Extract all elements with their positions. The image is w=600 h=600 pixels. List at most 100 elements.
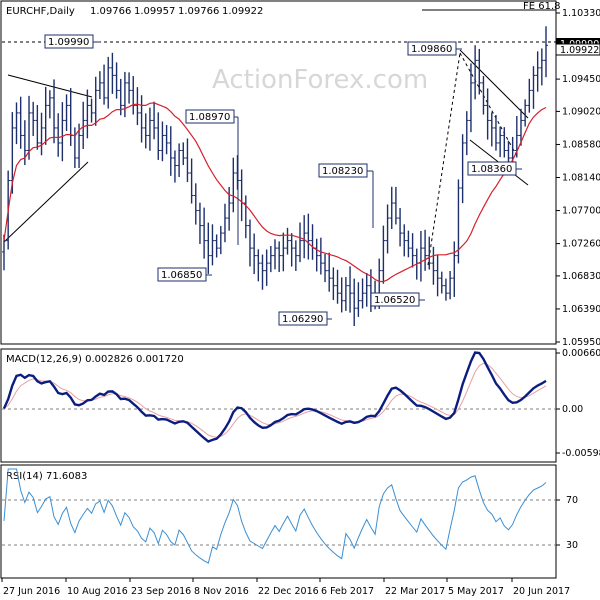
price-tick-label: 1.06830 (562, 271, 600, 282)
annotation-label: 1.06850 (161, 270, 202, 281)
price-bar (102, 64, 107, 105)
price-bar (77, 123, 82, 168)
price-bar (402, 224, 407, 257)
price-bar (527, 78, 532, 113)
price-bar (97, 71, 102, 99)
x-tick-label: 27 Jun 2016 (3, 586, 60, 597)
price-bar (481, 76, 486, 115)
price-bar (277, 241, 282, 273)
price-bar (168, 126, 173, 176)
price-tick-label: 1.09450 (562, 74, 600, 85)
price-bar (468, 63, 473, 133)
annotation-label: 1.06290 (282, 314, 323, 325)
price-bar (285, 227, 290, 255)
price-bar (185, 138, 190, 182)
price-bar (252, 233, 257, 275)
price-bar (181, 142, 186, 166)
price-bar (523, 99, 528, 127)
price-bar (56, 113, 61, 157)
price-bar (331, 267, 336, 301)
annotation-1-06520: 1.06520 (370, 292, 425, 307)
price-bar (318, 237, 323, 275)
price-bar (273, 239, 277, 270)
price-bar (156, 112, 161, 160)
macd-tick-label: 0.00 (562, 404, 583, 415)
price-tick-label: 1.05950 (562, 337, 600, 348)
price-bar (348, 266, 353, 313)
rsi-tick-label: 30 (566, 540, 578, 551)
annotation-1-06290: 1.06290 (278, 311, 332, 326)
price-bar (143, 113, 148, 149)
price-bar (43, 86, 48, 145)
ohlc-low: 1.09766 (178, 6, 219, 17)
price-bar (443, 278, 448, 301)
price-bar (89, 98, 94, 123)
price-bar (323, 253, 328, 283)
price-bar (147, 107, 152, 151)
channel-upper-left (7, 74, 93, 98)
ohlc-close: 1.09922 (222, 6, 263, 17)
price-bar (360, 278, 365, 309)
fib-dotted-2 (459, 52, 519, 159)
rsi-axis: 70 30 (556, 495, 578, 551)
symbol-label: EURCHF,Daily (6, 6, 75, 17)
macd-title: MACD(12,26,9) 0.002826 0.001720 (6, 354, 184, 365)
price-bar (381, 225, 386, 284)
price-bar (389, 186, 394, 229)
price-bar (114, 62, 119, 99)
macd-signal-line (3, 362, 547, 438)
price-bar (448, 270, 453, 300)
price-bar (327, 252, 332, 292)
annotation-1-08360: 1.08360 (467, 161, 522, 176)
x-tick-label: 20 Jun 2017 (513, 586, 570, 597)
price-tick-label: 1.07700 (562, 206, 600, 217)
price-bar (477, 48, 482, 95)
price-bar (139, 95, 144, 143)
price-bar (260, 254, 265, 290)
macd-tick-label: 0.006605 (562, 348, 600, 359)
price-bar (10, 112, 15, 194)
price-axis: 1.10330 1.09450 1.09020 1.08580 1.08140 1.077… (556, 8, 600, 348)
price-bar (193, 183, 198, 225)
price-bar (393, 186, 398, 225)
annotation-1-08970: 1.08970 (185, 109, 239, 245)
x-axis: 27 Jun 2016 10 Aug 2016 23 Sep 2016 8 Nov 2… (1, 578, 570, 597)
price-bar (531, 66, 536, 109)
price-bar (473, 45, 478, 100)
price-bar (172, 150, 177, 183)
price-tick-label: 1.08580 (562, 139, 600, 150)
annotation-label: 1.08230 (322, 166, 363, 177)
price-bar (256, 249, 261, 282)
price-bar (202, 207, 207, 259)
macd-main-line (2, 351, 547, 443)
price-bar (302, 215, 307, 259)
price-bar (206, 222, 211, 274)
x-tick-label: 6 Feb 2017 (321, 586, 374, 597)
annotation-label: 1.06520 (374, 295, 415, 306)
current-price-close: 1.09922 (560, 45, 599, 56)
price-bar (47, 90, 52, 119)
price-bar (268, 246, 273, 273)
price-bar (122, 71, 127, 118)
price-bar (464, 111, 469, 156)
price-bar (343, 276, 348, 311)
macd-tick-label: -0.005988 (562, 448, 600, 459)
annotation-1-09990: 1.09990 (44, 34, 100, 49)
price-bar (214, 234, 219, 258)
price-bar (135, 87, 140, 126)
price-bar (498, 126, 503, 158)
price-bar (356, 282, 361, 317)
price-bar (535, 51, 540, 92)
current-price-marker: 1.09990 1.09922 (555, 38, 600, 56)
price-bar (439, 271, 444, 294)
price-bar (539, 48, 544, 86)
price-bar (306, 213, 311, 260)
x-tick-label: 8 Nov 2016 (194, 586, 249, 597)
price-bar (247, 219, 252, 267)
price-bar (110, 52, 115, 94)
price-bar (364, 272, 369, 307)
price-bar (460, 134, 465, 204)
price-bar (485, 88, 490, 140)
price-bar (289, 233, 294, 267)
price-bar (39, 112, 44, 156)
